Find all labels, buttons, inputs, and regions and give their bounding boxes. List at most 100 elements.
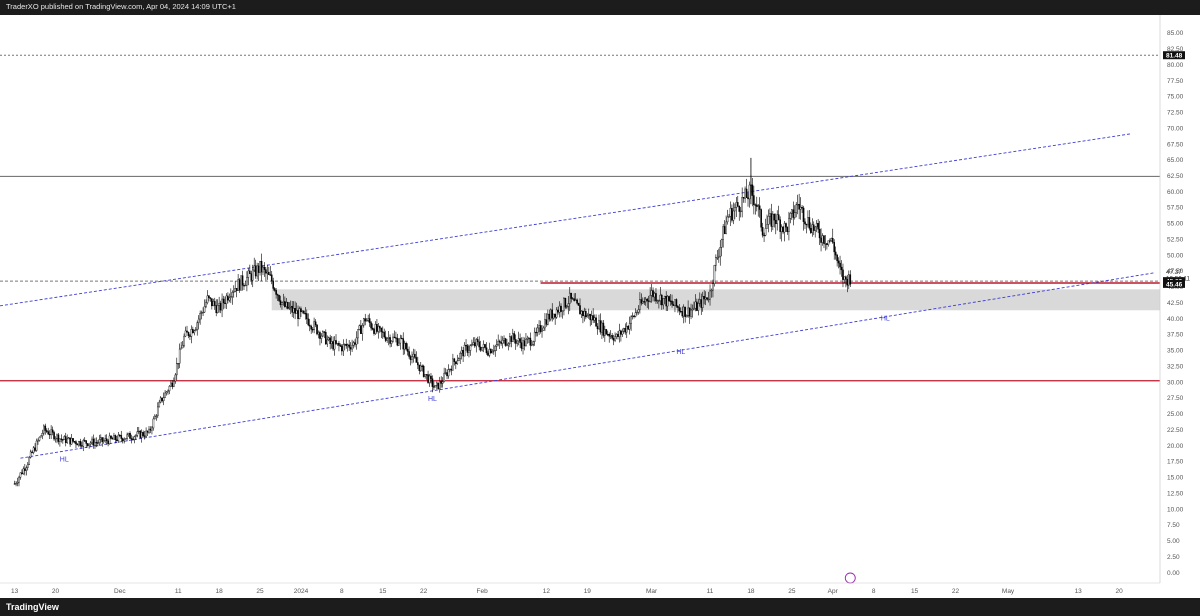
candle-body [130,438,133,440]
candle-55 [94,437,96,449]
candle-215 [327,336,330,342]
candle-483 [719,239,722,266]
candle-282 [425,374,428,380]
candle-body [387,337,390,339]
candle-body [291,305,293,313]
candle-324 [487,350,489,357]
candle-body [289,305,292,308]
candle-body [268,271,270,275]
candle-body [270,274,273,282]
candle-493 [734,203,736,220]
candle-body [843,276,846,280]
candle-body [523,340,526,347]
candle-body [697,303,700,311]
candle-body [218,302,220,306]
candle-374 [560,303,562,318]
candle-body [795,204,798,213]
candle-body [123,439,125,442]
candle-body [117,434,120,442]
candle-81 [132,436,134,441]
candle-459 [684,306,686,323]
candle-body [466,345,469,353]
candle-body [503,338,505,341]
candle-body [272,280,274,289]
candle-body [640,299,643,304]
candle-body [510,336,513,342]
candle-56 [95,437,98,448]
candle-291 [438,376,441,393]
candle-body [782,226,784,233]
candle-380 [568,287,571,312]
candle-560 [831,228,834,244]
candle-body [250,273,253,281]
candle-body [478,341,480,348]
candle-160 [247,268,250,286]
candle-body [761,227,764,236]
candle-161 [249,264,251,274]
candle-body [677,305,679,308]
candle-364 [545,313,548,327]
y-tick-label-31: 77.50 [1167,78,1184,85]
candle-body [567,303,570,307]
candle-340 [510,335,513,348]
candle-547 [812,221,815,236]
candle-206 [314,319,317,328]
candle-body [175,363,178,376]
candle-body [621,331,624,335]
candle-body [124,438,127,440]
candle-body [701,296,704,308]
candle-568 [843,276,846,284]
candle-body [235,288,238,291]
candle-157 [243,283,245,290]
candle-112 [177,363,180,370]
price-chart[interactable]: HL HL HL HL 0.00 2.50 5.00 7.50 10.00 12.50 15.00 1… [0,15,1200,598]
candle-86 [139,429,142,439]
candle-66 [110,435,112,440]
candle-body [419,365,422,371]
candle-body [371,327,374,330]
candle-body [200,312,203,314]
candle-255 [386,337,388,343]
candle-503 [748,181,751,208]
price-label-bg-4 [1163,279,1185,288]
y-tick-label-28: 70.00 [1167,125,1184,132]
candle-body [208,295,210,298]
candle-body [455,361,457,365]
candle-501 [745,178,748,198]
candle-276 [417,356,419,370]
candle-body [541,330,543,332]
candle-body [428,375,431,383]
candle-16 [37,438,39,445]
candle-body [805,223,808,226]
candle-175 [269,265,272,276]
candle-body [612,338,615,341]
candle-body [104,438,106,441]
candle-489 [728,213,730,218]
candle-body [275,290,277,295]
candle-498 [741,187,743,218]
candle-body [732,210,735,221]
candle-body [536,327,539,333]
candle-402 [601,320,603,339]
candle-body [507,343,510,346]
candle-31 [59,438,61,447]
candle-body [284,301,286,307]
candle-244 [370,320,372,331]
candle-95 [152,416,155,431]
candle-body [668,296,670,302]
candle-154 [238,278,241,293]
candle-body [386,338,388,341]
candle-118 [186,325,188,333]
candle-61 [102,437,105,444]
candle-body [259,260,261,273]
candle-body [703,296,705,300]
candle-301 [453,357,456,366]
candle-330 [495,339,498,351]
candle-body [585,311,587,318]
candle-395 [590,310,593,326]
candle-548 [814,226,817,238]
candle-529 [786,226,789,235]
candle-335 [503,335,505,344]
candle-22 [45,428,48,433]
candle-body [380,327,383,332]
